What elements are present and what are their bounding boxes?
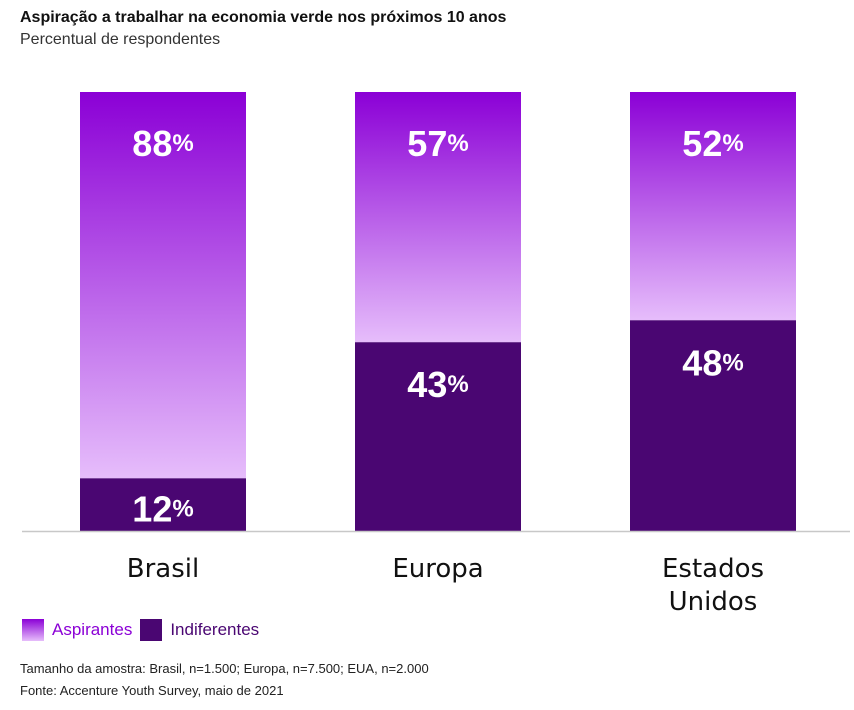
bar-aspirantes-europa: [355, 92, 521, 343]
chart-title: Aspiração a trabalhar na economia verde …: [20, 9, 507, 26]
legend-label-indiferentes: Indiferentes: [170, 620, 260, 639]
bar-aspirantes-brasil: [80, 92, 246, 479]
category-label-estados-unidos-line-1: Estados: [662, 554, 764, 584]
category-label-estados-unidos-line-2: Unidos: [669, 587, 758, 615]
legend-swatch-aspirantes: [22, 619, 44, 641]
bar-indiferentes-brasil: [80, 478, 246, 531]
legend-swatch-indiferentes: [140, 619, 163, 641]
data-label-aspirantes-estados-unidos: 52%: [682, 123, 743, 164]
data-label-indiferentes-brasil: 12%: [132, 488, 193, 529]
bar-indiferentes-europa: [355, 342, 521, 531]
stacked-bar-chart: 88% 12% Brasil 57% 43% Europa 52% 48% Estados Uni…: [22, 92, 850, 615]
bar-aspirantes-estados-unidos: [630, 92, 796, 321]
data-label-aspirantes-brasil: 88%: [132, 123, 193, 164]
footnote-source: Fonte: Accenture Youth Survey, maio de 2…: [20, 683, 284, 698]
chart-legend: Aspirantes Indiferentes: [22, 618, 267, 642]
category-label-brasil: Brasil: [127, 554, 199, 584]
legend-label-aspirantes: Aspirantes: [52, 620, 133, 639]
bar-indiferentes-estados-unidos: [630, 320, 796, 531]
legend-item-aspirantes: Aspirantes: [22, 619, 132, 641]
data-label-aspirantes-europa: 57%: [407, 123, 468, 164]
category-label-europa: Europa: [392, 554, 483, 584]
chart-subtitle: Percentual de respondentes: [20, 31, 221, 48]
footnote-sample-size: Tamanho da amostra: Brasil, n=1.500; Eur…: [20, 661, 429, 676]
data-label-indiferentes-europa: 43%: [407, 364, 468, 405]
data-label-indiferentes-estados-unidos: 48%: [682, 342, 743, 383]
legend-item-indiferentes: Indiferentes: [140, 619, 259, 641]
